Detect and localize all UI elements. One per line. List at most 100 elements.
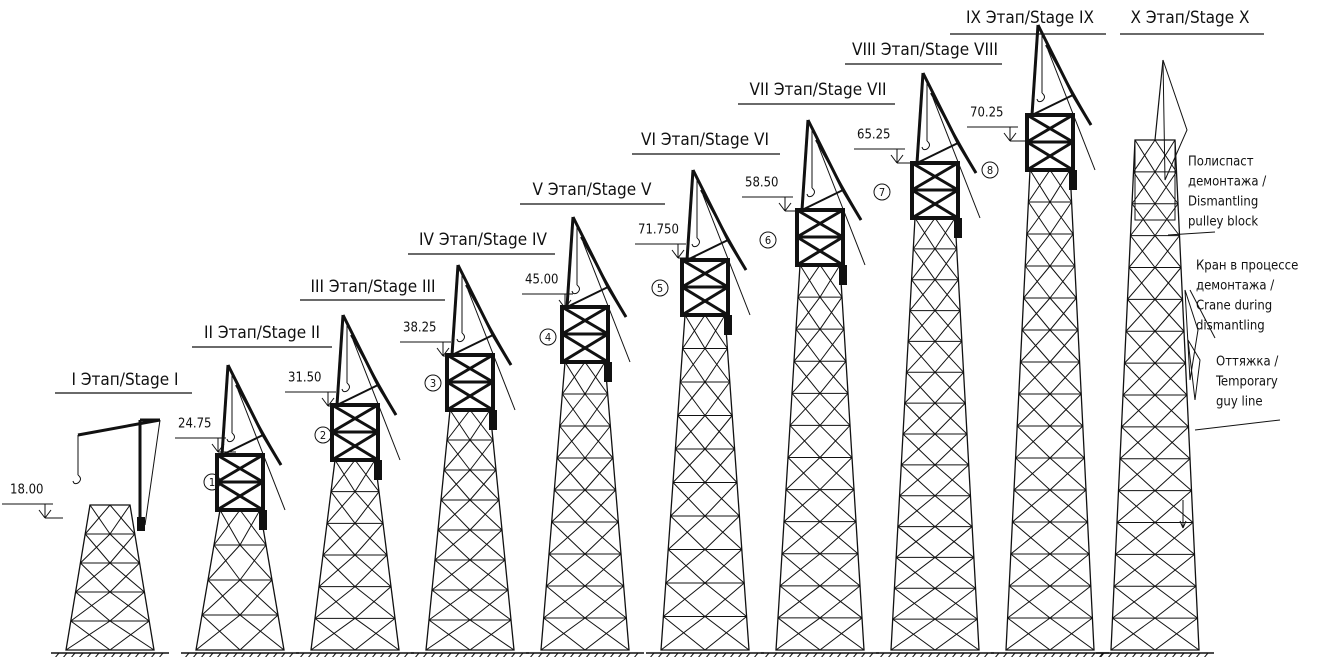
- tower-diagonal: [220, 510, 240, 545]
- hook: [922, 141, 930, 150]
- crane-jib: [687, 170, 693, 260]
- counterweight: [954, 218, 962, 238]
- tower-diagonal: [110, 505, 130, 534]
- tower-diagonal: [85, 534, 110, 563]
- elevation-label: 71.750: [638, 223, 679, 238]
- hook: [342, 383, 350, 392]
- crane-jib: [917, 73, 923, 163]
- stage-marker-label: 1: [209, 476, 215, 489]
- stage-title: II Этап/Stage II: [204, 323, 320, 343]
- tower-diagonal: [240, 545, 266, 580]
- elevation-label: 58.50: [745, 176, 778, 191]
- crane-jib: [78, 420, 160, 435]
- hook: [457, 333, 465, 342]
- stage-title: VII Этап/Stage VII: [750, 80, 887, 100]
- elevation-arrow: [678, 250, 684, 258]
- annotation-line: Оттяжка /: [1216, 355, 1278, 370]
- elevation-arrow: [322, 398, 328, 406]
- stage-marker-label: 8: [987, 164, 993, 177]
- tower-diagonal: [214, 510, 240, 545]
- hook: [692, 238, 700, 247]
- tower-diagonal: [90, 505, 110, 534]
- annotation-line: демонтажа /: [1188, 175, 1266, 190]
- elevation-arrow: [785, 203, 791, 211]
- crane-jib: [222, 365, 228, 455]
- stage-title: V Этап/Stage V: [533, 180, 652, 200]
- hook: [73, 475, 81, 484]
- annotation-line: Кран в процессе: [1196, 259, 1298, 274]
- stage-marker-label: 3: [430, 377, 436, 390]
- tower-diagonal: [110, 534, 135, 563]
- annotation-line: guy line: [1216, 395, 1263, 410]
- mast: [1155, 60, 1163, 140]
- elevation-arrow: [672, 250, 678, 258]
- stage-marker-label: 2: [320, 429, 326, 442]
- stage-marker-label: 4: [545, 331, 551, 344]
- counterweight: [839, 265, 847, 285]
- annotation-line: Temporary: [1215, 375, 1278, 390]
- tower: [541, 362, 629, 650]
- pulley-block: [1135, 140, 1175, 220]
- hook: [227, 433, 235, 442]
- stage-title: X Этап/Stage X: [1131, 8, 1250, 28]
- tower-diagonal: [202, 615, 240, 650]
- annotation-line: Полиспаст: [1188, 155, 1254, 170]
- counterweight: [724, 315, 732, 335]
- tower-diagonal: [196, 615, 240, 650]
- hook: [1037, 93, 1045, 102]
- counterweight: [604, 362, 612, 382]
- stage-title: VI Этап/Stage VI: [641, 130, 769, 150]
- counterweight: [259, 510, 267, 530]
- leader-line: [1168, 232, 1215, 235]
- tower-diagonal: [240, 510, 260, 545]
- counterweight: [137, 517, 145, 531]
- tower-diagonal: [208, 580, 240, 615]
- counterweight: [374, 460, 382, 480]
- elevation-arrow: [897, 155, 903, 163]
- elevation-arrow: [891, 155, 897, 163]
- crane-jib: [1032, 25, 1038, 115]
- elevation-label: 24.75: [178, 417, 211, 432]
- elevation-arrow: [1004, 133, 1010, 141]
- stage-title: IX Этап/Stage IX: [966, 8, 1094, 28]
- counterweight: [489, 410, 497, 430]
- stage-marker-label: 5: [657, 282, 663, 295]
- elevation-label: 38.25: [403, 321, 436, 336]
- stage-title: IV Этап/Stage IV: [419, 230, 548, 250]
- hook: [807, 188, 815, 197]
- stage-marker-label: 6: [765, 234, 771, 247]
- tower-diagonal: [110, 563, 144, 592]
- counterweight: [1069, 170, 1077, 190]
- stage-marker-label: 7: [879, 186, 885, 199]
- elevation-arrow: [779, 203, 785, 211]
- diagram: I Этап/Stage I 18.00 II Этап/Stage II 24.75…: [0, 0, 1338, 657]
- annotation-line: pulley block: [1188, 215, 1258, 230]
- elevation-arrow: [437, 348, 443, 356]
- elevation-label: 70.25: [970, 106, 1003, 121]
- elevation-label: 45.00: [525, 273, 558, 288]
- crane-jib: [337, 315, 343, 405]
- annotation-line: Dismantling: [1188, 195, 1258, 210]
- stage-title: I Этап/Stage I: [71, 370, 178, 390]
- elevation-arrow: [39, 510, 45, 518]
- crane-tie: [145, 420, 160, 525]
- elevation-arrow: [212, 444, 218, 452]
- elevation-label: 65.25: [857, 128, 890, 143]
- annotation-line: Crane during: [1196, 299, 1272, 314]
- annotation-line: демонтажа /: [1196, 279, 1274, 294]
- tower-diagonal: [240, 580, 272, 615]
- elevation-arrow: [45, 510, 51, 518]
- hook: [572, 285, 580, 294]
- elevation-label: 31.50: [288, 371, 321, 386]
- crane-jib: [802, 120, 808, 210]
- elevation-arrow: [1010, 133, 1016, 141]
- crane-jib: [452, 265, 458, 355]
- leader-line: [1195, 420, 1280, 430]
- tower-diagonal: [240, 615, 284, 650]
- stage-title: III Этап/Stage III: [310, 277, 435, 297]
- elevation-label: 18.00: [10, 483, 43, 498]
- stage-title: VIII Этап/Stage VIII: [852, 40, 998, 60]
- tower-diagonal: [214, 545, 240, 580]
- tower-diagonal: [240, 615, 278, 650]
- tower-diagonal: [76, 563, 110, 592]
